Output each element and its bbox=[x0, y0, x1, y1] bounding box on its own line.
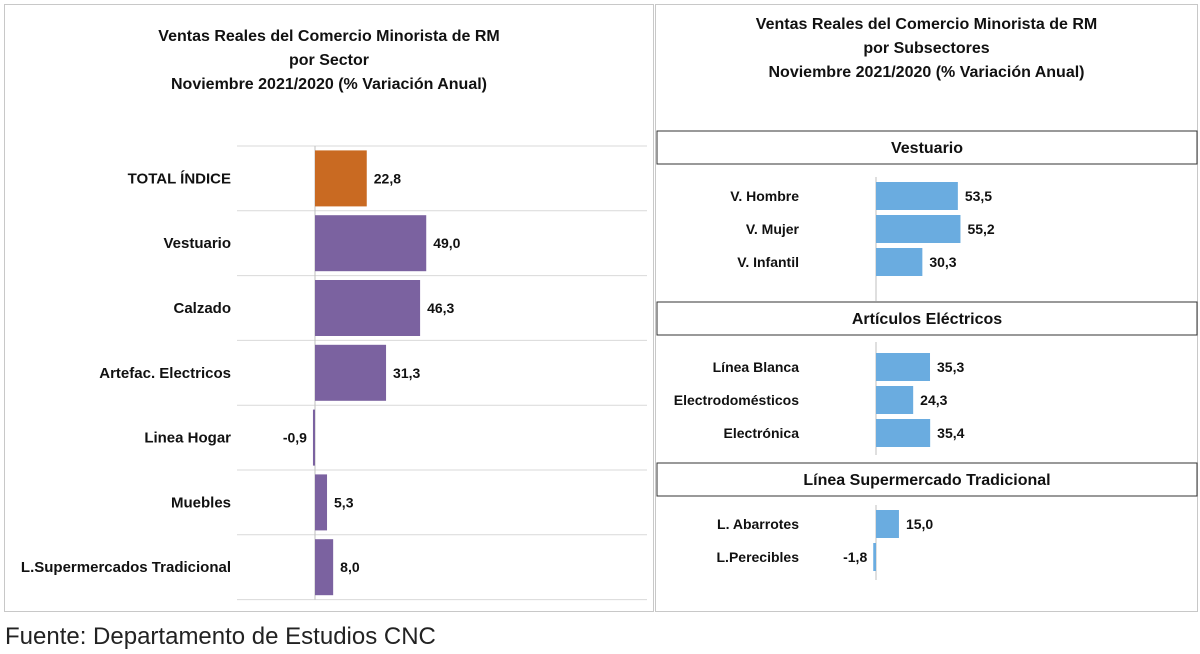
value-label-v-mujer: 55,2 bbox=[967, 221, 994, 237]
group-header-label-vestuario: Vestuario bbox=[891, 140, 963, 157]
value-label-linea-blanca: 35,3 bbox=[937, 359, 964, 375]
category-label-electronica: Electrónica bbox=[724, 425, 800, 441]
category-label-total-indice: TOTAL ÍNDICE bbox=[128, 170, 231, 187]
category-label-l-perecibles: L.Perecibles bbox=[717, 549, 800, 565]
group-header-label-articulos-electricos: Artículos Eléctricos bbox=[852, 311, 1002, 328]
bar-v-infantil bbox=[876, 248, 923, 276]
subsector-chart-plot: Vestuario V. Hombre 53,5 V. Mujer 55,2 V. Inf… bbox=[656, 130, 1198, 580]
bar-artefac-electricos bbox=[315, 344, 387, 401]
category-label-linea-blanca: Línea Blanca bbox=[713, 359, 800, 375]
category-label-l-abarrotes: L. Abarrotes bbox=[717, 516, 799, 532]
category-label-v-mujer: V. Mujer bbox=[746, 221, 800, 237]
bar-l-supermercados-tradicional bbox=[315, 539, 334, 596]
bar-electrodomesticos bbox=[876, 386, 914, 414]
category-label-artefac-electricos: Artefac. Electricos bbox=[99, 365, 231, 382]
value-label-electrodomesticos: 24,3 bbox=[920, 392, 947, 408]
subsector-title-line-3: Noviembre 2021/2020 (% Variación Anual) bbox=[768, 64, 1085, 81]
value-label-v-infantil: 30,3 bbox=[929, 254, 956, 270]
bar-v-hombre bbox=[876, 182, 958, 210]
category-label-muebles: Muebles bbox=[171, 494, 231, 511]
bar-total-indice bbox=[315, 150, 367, 207]
subsector-title-line-1: Ventas Reales del Comercio Minorista de … bbox=[755, 16, 1098, 33]
bar-electronica bbox=[876, 419, 931, 447]
bar-v-mujer bbox=[876, 215, 961, 243]
value-label-electronica: 35,4 bbox=[937, 425, 964, 441]
sector-chart-plot: TOTAL ÍNDICE 22,8 Vestuario 49,0 Calzado 46,3… bbox=[21, 145, 647, 601]
sector-title-line-1: Ventas Reales del Comercio Minorista de … bbox=[158, 28, 500, 45]
sector-title-line-3: Noviembre 2021/2020 (% Variación Anual) bbox=[171, 76, 487, 93]
sector-chart-title: Ventas Reales del Comercio Minorista de … bbox=[5, 25, 653, 97]
group-header-linea-supermercado-tradicional bbox=[656, 462, 1198, 497]
category-label-v-hombre: V. Hombre bbox=[730, 188, 799, 204]
group-header-label-linea-supermercado-tradicional: Línea Supermercado Tradicional bbox=[803, 472, 1050, 489]
category-label-v-infantil: V. Infantil bbox=[737, 254, 799, 270]
value-label-v-hombre: 53,5 bbox=[965, 188, 992, 204]
value-label-linea-hogar: -0,9 bbox=[283, 430, 307, 446]
subsector-chart-title: Ventas Reales del Comercio Minorista de … bbox=[656, 13, 1197, 85]
category-label-linea-hogar: Linea Hogar bbox=[144, 430, 231, 447]
source-note: Fuente: Departamento de Estudios CNC bbox=[5, 623, 436, 650]
value-label-calzado: 46,3 bbox=[427, 300, 454, 316]
bar-l-abarrotes bbox=[876, 510, 899, 538]
subsector-title-line-2: por Subsectores bbox=[863, 40, 990, 57]
value-label-l-perecibles: -1,8 bbox=[843, 549, 867, 565]
value-label-total-indice: 22,8 bbox=[374, 170, 401, 186]
value-label-l-supermercados-tradicional: 8,0 bbox=[340, 559, 360, 575]
value-label-muebles: 5,3 bbox=[334, 494, 354, 510]
category-label-calzado: Calzado bbox=[173, 300, 231, 317]
category-label-vestuario: Vestuario bbox=[163, 235, 231, 252]
category-label-electrodomesticos: Electrodomésticos bbox=[674, 392, 799, 408]
bar-linea-hogar bbox=[312, 409, 315, 466]
sector-chart-panel: Ventas Reales del Comercio Minorista de … bbox=[4, 4, 654, 612]
bar-vestuario bbox=[315, 215, 427, 272]
bar-linea-blanca bbox=[876, 353, 931, 381]
sector-title-line-2: por Sector bbox=[288, 52, 369, 69]
group-header-articulos-electricos bbox=[656, 301, 1198, 336]
subsector-chart-panel: Ventas Reales del Comercio Minorista de … bbox=[655, 4, 1198, 612]
group-header-vestuario bbox=[656, 130, 1198, 165]
value-label-vestuario: 49,0 bbox=[433, 235, 460, 251]
bar-muebles bbox=[315, 474, 328, 531]
bar-calzado bbox=[315, 280, 421, 336]
bar-l-perecibles bbox=[873, 543, 876, 571]
value-label-l-abarrotes: 15,0 bbox=[906, 516, 933, 532]
category-label-l-supermercados-tradicional: L.Supermercados Tradicional bbox=[21, 559, 231, 576]
value-label-artefac-electricos: 31,3 bbox=[393, 365, 420, 381]
